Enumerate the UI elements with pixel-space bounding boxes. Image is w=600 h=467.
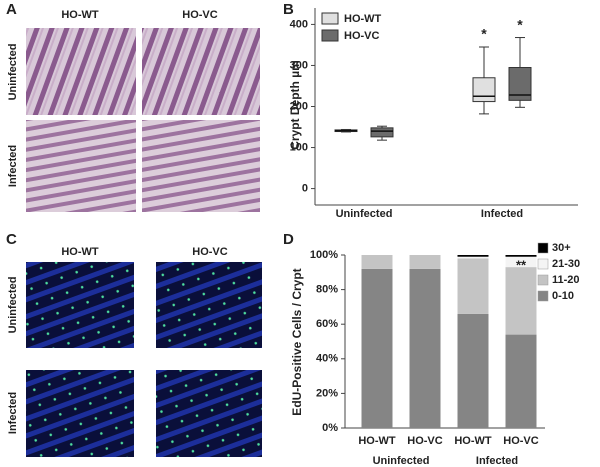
bar-segment (505, 256, 537, 268)
legend-swatch (537, 258, 549, 270)
y-tick-label: 100 (290, 141, 308, 153)
box (508, 67, 532, 101)
panel-label: C (6, 231, 17, 248)
micrograph (26, 370, 134, 457)
micrograph (142, 28, 260, 115)
x-tick-label: HO-WT (454, 435, 492, 447)
y-tick-label: 400 (290, 18, 308, 30)
legend-label: 21-30 (552, 258, 580, 270)
y-tick-label: 0% (322, 422, 338, 434)
annotation: * (481, 26, 487, 42)
bar-segment (361, 268, 393, 428)
legend-label: 30+ (552, 242, 571, 254)
legend-swatch (537, 274, 549, 286)
group-label: Infected (476, 455, 518, 467)
x-tick-label: Uninfected (336, 208, 393, 220)
y-tick-label: 80% (316, 284, 338, 296)
bar-segment (409, 268, 441, 428)
column-header: HO-WT (61, 246, 99, 258)
micrograph (26, 120, 136, 212)
group-label: Uninfected (373, 455, 430, 467)
row-header: Infected (7, 145, 19, 187)
annotation: ** (516, 257, 527, 272)
bar-segment (505, 334, 537, 428)
legend-swatch (537, 242, 549, 254)
bar-segment (505, 267, 537, 335)
annotation: * (517, 16, 523, 32)
legend-label: 11-20 (552, 274, 580, 286)
column-header: HO-VC (182, 9, 218, 21)
y-tick-label: 300 (290, 59, 308, 71)
bar-segment (457, 313, 489, 428)
y-axis-label: Crypt Depth µm (288, 60, 302, 150)
y-tick-label: 100% (310, 249, 338, 261)
row-header: Infected (7, 392, 19, 434)
micrograph (156, 370, 262, 457)
legend-swatch (321, 29, 339, 42)
panel-label: A (6, 1, 17, 18)
column-header: HO-WT (61, 9, 99, 21)
panel-label: D (283, 231, 294, 248)
micrograph (142, 120, 260, 212)
y-tick-label: 200 (290, 100, 308, 112)
bar-segment (457, 258, 489, 314)
bar-segment (361, 255, 393, 269)
micrograph (156, 262, 262, 348)
row-header: Uninfected (7, 277, 19, 334)
y-tick-label: 60% (316, 318, 338, 330)
panel-label: B (283, 1, 294, 18)
legend-label: 0-10 (552, 290, 574, 302)
legend-swatch (537, 290, 549, 302)
row-header: Uninfected (7, 44, 19, 101)
x-tick-label: HO-VC (503, 435, 539, 447)
micrograph (26, 262, 134, 348)
box (370, 127, 394, 138)
column-header: HO-VC (192, 246, 228, 258)
micrograph (26, 28, 136, 115)
x-tick-label: Infected (481, 208, 523, 220)
y-tick-label: 20% (316, 387, 338, 399)
bar-segment (505, 255, 537, 257)
bar-segment (457, 255, 489, 257)
y-tick-label: 0 (302, 182, 308, 194)
legend-swatch (321, 12, 339, 25)
y-tick-label: 40% (316, 353, 338, 365)
legend-label: HO-VC (344, 30, 380, 42)
legend-label: HO-WT (344, 13, 382, 25)
x-tick-label: HO-VC (407, 435, 443, 447)
box (472, 77, 496, 103)
bar-segment (457, 256, 489, 259)
bar-segment (409, 255, 441, 269)
x-tick-label: HO-WT (358, 435, 396, 447)
y-axis-label: EdU-Positive Cells / Crypt (290, 268, 304, 415)
